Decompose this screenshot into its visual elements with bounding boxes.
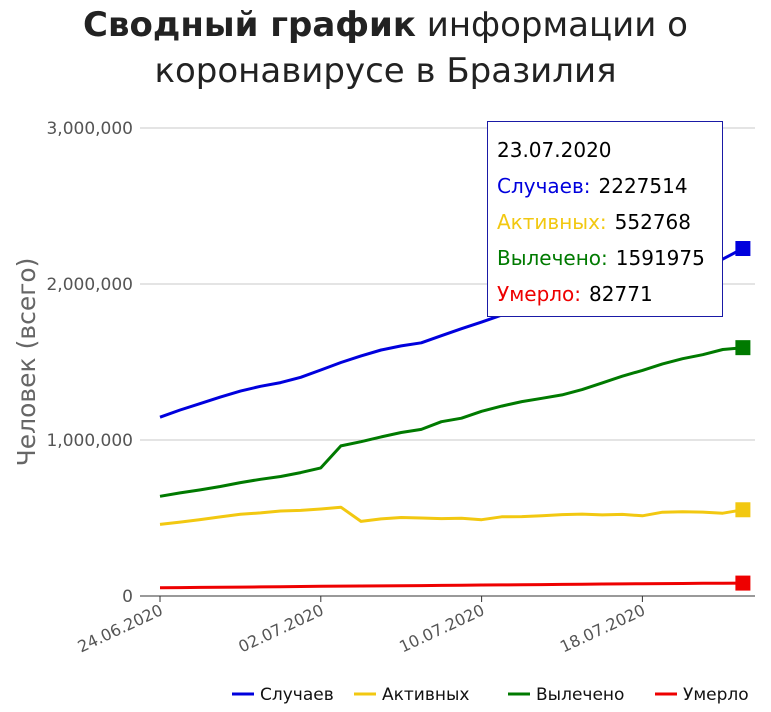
x-tick-label: 24.06.2020 bbox=[75, 600, 166, 656]
hover-tooltip: 23.07.2020 Случаев: 2227514 Активных: 5527… bbox=[487, 121, 723, 317]
series-lines bbox=[159, 241, 751, 591]
legend-label: Вылечено bbox=[536, 685, 624, 705]
chart-title-bold: Сводный график bbox=[83, 5, 416, 45]
tooltip-cases-value: 2227514 bbox=[598, 174, 688, 198]
chart-title: Сводный график информации о коронавирусе… bbox=[0, 2, 771, 94]
y-tick-label: 1,000,000 bbox=[46, 431, 133, 451]
chart-title-line-2: коронавирусе в Бразилия bbox=[154, 51, 617, 91]
y-tick-label: 3,000,000 bbox=[46, 119, 133, 139]
series-line-2 bbox=[159, 346, 744, 498]
chart-title-rest: информации о bbox=[415, 5, 688, 45]
y-tick-label: 2,000,000 bbox=[46, 275, 133, 295]
legend: Случаев Активных Вылечено Умерло bbox=[232, 685, 749, 705]
tooltip-row-active: Активных: 552768 bbox=[497, 204, 722, 240]
series-end-marker bbox=[735, 340, 751, 356]
tooltip-row-recovered: Вылечено: 1591975 bbox=[497, 240, 722, 276]
x-tick-label: 02.07.2020 bbox=[235, 600, 326, 656]
tooltip-deaths-label: Умерло: bbox=[497, 282, 582, 306]
tooltip-recovered-label: Вылечено: bbox=[497, 246, 608, 270]
x-axis: 24.06.2020 02.07.2020 10.07.2020 18.07.2020 bbox=[75, 596, 648, 656]
tooltip-cases-label: Случаев: bbox=[497, 174, 591, 198]
series-line-3 bbox=[159, 581, 743, 590]
tooltip-row-cases: Случаев: 2227514 bbox=[497, 168, 722, 204]
legend-label: Умерло bbox=[683, 685, 749, 705]
legend-label: Активных bbox=[382, 685, 469, 705]
chart-title-line-1: Сводный график информации о bbox=[0, 2, 771, 48]
tooltip-active-value: 552768 bbox=[614, 210, 691, 234]
tooltip-recovered-value: 1591975 bbox=[615, 246, 705, 270]
series-end-marker bbox=[735, 502, 751, 518]
x-tick-label: 10.07.2020 bbox=[396, 600, 487, 656]
tooltip-deaths-value: 82771 bbox=[589, 282, 653, 306]
legend-label: Случаев bbox=[260, 685, 334, 705]
series-end-marker bbox=[735, 575, 751, 591]
tooltip-row-deaths: Умерло: 82771 bbox=[497, 276, 722, 312]
y-tick-label: 0 bbox=[122, 587, 133, 607]
series-line-1 bbox=[159, 505, 744, 526]
tooltip-active-label: Активных: bbox=[497, 210, 607, 234]
series-end-marker bbox=[735, 241, 751, 257]
y-axis: 0 1,000,000 2,000,000 3,000,000 Человек (все… bbox=[12, 119, 133, 607]
y-axis-title: Человек (всего) bbox=[12, 258, 41, 467]
tooltip-date: 23.07.2020 bbox=[497, 138, 612, 162]
x-tick-label: 18.07.2020 bbox=[557, 600, 648, 656]
